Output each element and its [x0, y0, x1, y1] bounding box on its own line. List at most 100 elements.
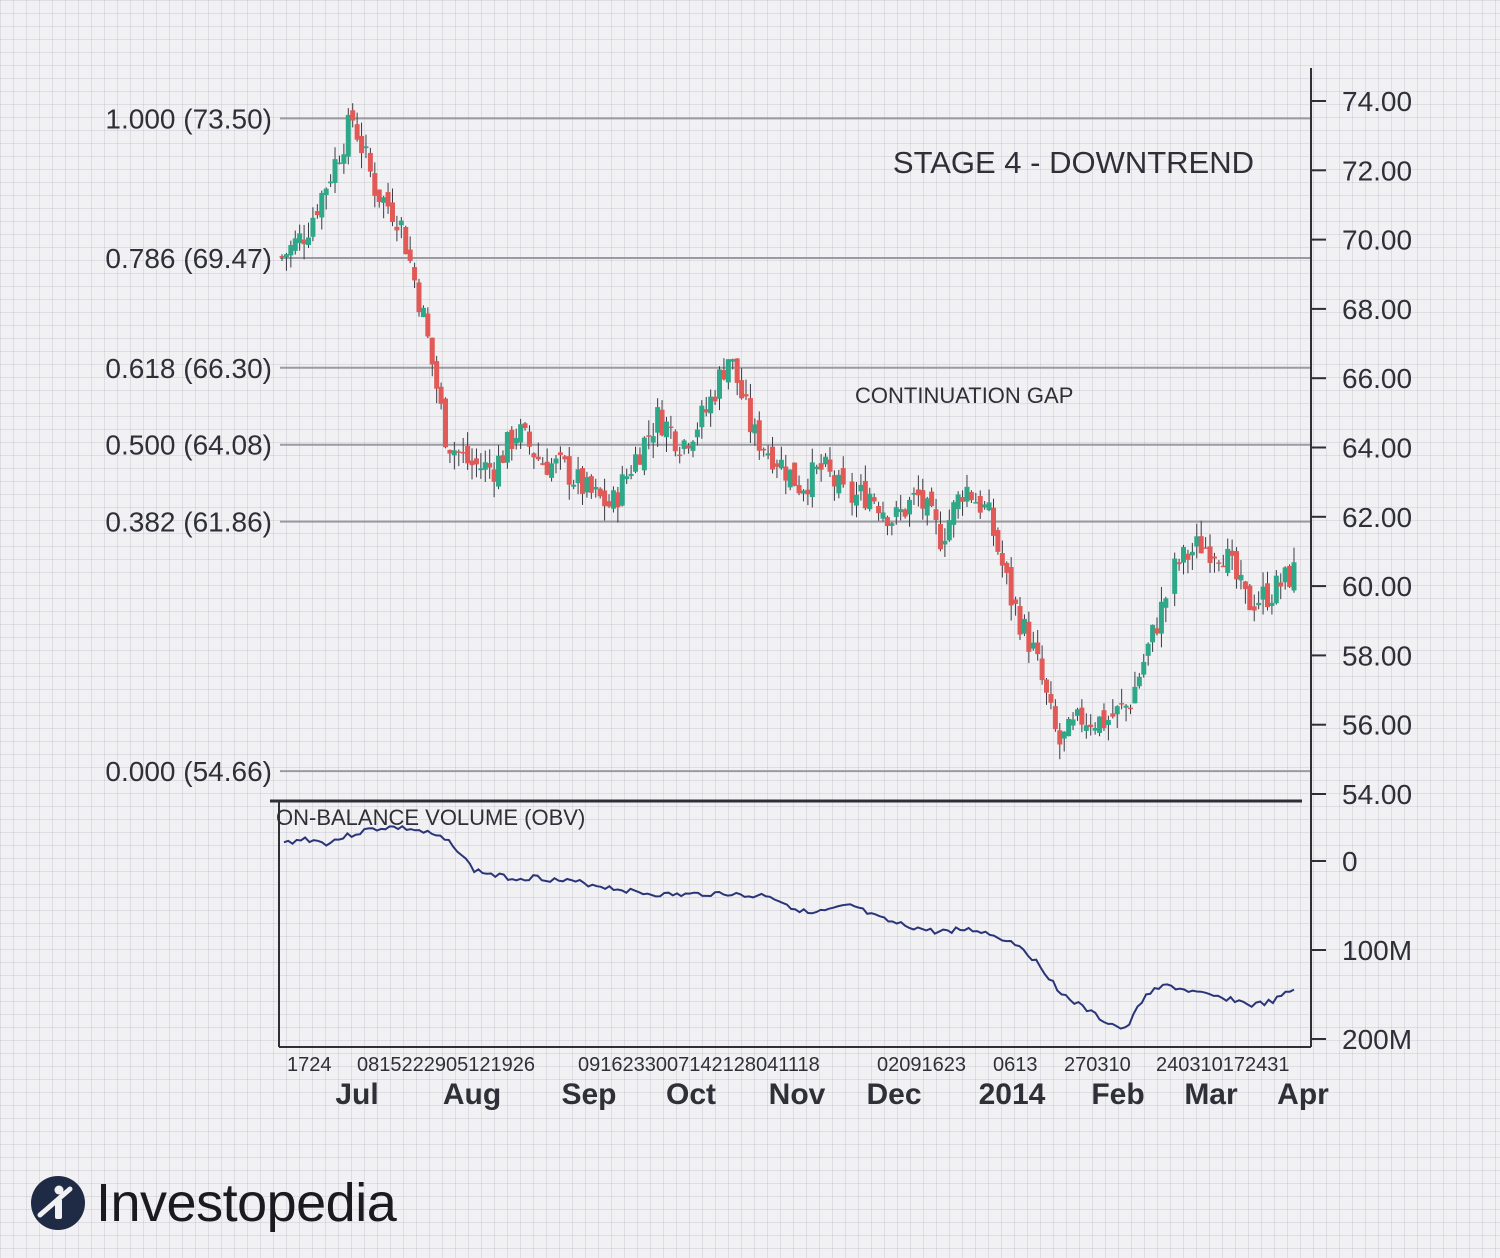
- candle-body: [708, 396, 714, 414]
- candle-body: [593, 486, 599, 490]
- candle-body: [871, 497, 877, 502]
- candle-body: [1172, 558, 1178, 594]
- candle-body: [1260, 586, 1266, 600]
- candle-body: [1273, 575, 1279, 604]
- candle-body: [1048, 694, 1054, 703]
- candle-body: [960, 497, 966, 502]
- candle-body: [443, 398, 449, 448]
- candle-body: [522, 423, 528, 429]
- candle-body: [372, 173, 378, 196]
- fib-label-5: 0.000 (54.66): [105, 756, 272, 787]
- candle-body: [1030, 642, 1036, 649]
- candle-body: [641, 437, 647, 471]
- candle-body: [884, 517, 890, 527]
- candle-body: [283, 254, 289, 258]
- candle-body: [792, 462, 798, 486]
- candle-body: [619, 474, 625, 506]
- candle-body: [756, 420, 762, 451]
- candle-body: [1189, 551, 1195, 556]
- candle-body: [739, 380, 745, 399]
- month-label-7: Feb: [1091, 1078, 1144, 1111]
- candle-body: [557, 452, 563, 456]
- candle-body: [341, 154, 347, 164]
- brand-name: Investopedia: [96, 1173, 397, 1233]
- candle-body: [677, 454, 683, 457]
- month-label-0: Jul: [335, 1078, 378, 1111]
- candle-body: [571, 484, 577, 487]
- candle-body: [597, 488, 603, 497]
- candle-body: [694, 429, 700, 438]
- candle-body: [1150, 624, 1156, 643]
- candle-body: [1101, 710, 1107, 729]
- candle-body: [637, 454, 643, 465]
- candle-body: [933, 509, 939, 520]
- candle-body: [1083, 725, 1089, 731]
- candle-body: [915, 489, 921, 496]
- candle-body: [1278, 582, 1284, 587]
- candle-body: [1105, 720, 1111, 725]
- obv-panel: 0 100M 200M: [270, 799, 1412, 1055]
- candle-body: [535, 456, 541, 460]
- candle-body: [1119, 703, 1125, 705]
- obv-tick-label-2: 200M: [1342, 1024, 1412, 1055]
- candle-body: [319, 192, 325, 218]
- candle-body: [761, 448, 767, 451]
- candle-body: [730, 359, 736, 362]
- candle-body: [1026, 621, 1032, 652]
- candle-body: [504, 431, 510, 463]
- fib-label-1: 0.786 (69.47): [105, 243, 272, 274]
- candle-body: [385, 192, 391, 207]
- candle-body: [460, 452, 466, 454]
- candle-body: [876, 505, 882, 514]
- candle-body: [1238, 574, 1244, 581]
- candle-body: [531, 453, 537, 458]
- day-label-5: 270310: [1064, 1054, 1131, 1076]
- candle-body: [774, 463, 780, 467]
- candle-body: [977, 495, 983, 513]
- candle-body: [323, 188, 329, 196]
- candle-body: [1136, 676, 1142, 687]
- candle-body: [314, 211, 320, 216]
- candle-body: [434, 361, 440, 389]
- candle-body: [633, 454, 639, 472]
- candle-body: [1127, 707, 1133, 710]
- candle-body: [1057, 730, 1063, 745]
- candle-body: [1039, 658, 1045, 681]
- candle-body: [398, 220, 404, 226]
- candle-body: [332, 159, 338, 183]
- candle-body: [451, 450, 457, 456]
- candle-body: [482, 462, 488, 470]
- candle-body: [809, 462, 815, 498]
- candle-body: [1220, 565, 1226, 568]
- candle-body: [1070, 719, 1076, 726]
- candle-body: [487, 463, 493, 468]
- candle-body: [823, 456, 829, 465]
- candle-body: [1021, 618, 1027, 634]
- candle-body: [690, 441, 696, 451]
- candle-body: [1229, 550, 1235, 556]
- candle-body: [288, 245, 294, 256]
- month-label-9: Apr: [1277, 1078, 1329, 1111]
- candle-body: [1066, 718, 1072, 737]
- candle-body: [703, 409, 709, 413]
- candle-body: [982, 504, 988, 508]
- candle-body: [1141, 661, 1147, 675]
- candle-body: [310, 217, 316, 237]
- candle-body: [849, 481, 855, 503]
- candle-body: [986, 502, 992, 511]
- candle-body: [800, 490, 806, 494]
- candle-body: [363, 146, 369, 149]
- candle-body: [672, 431, 678, 452]
- candle-body: [518, 424, 524, 443]
- candle-body: [1074, 709, 1080, 716]
- candle-body: [725, 359, 731, 383]
- candle-body: [425, 313, 431, 337]
- candle-body: [473, 458, 479, 465]
- candle-body: [862, 480, 868, 509]
- candle-body: [1004, 562, 1010, 573]
- price-tick-label-7: 60.00: [1342, 571, 1412, 602]
- candle-body: [1132, 686, 1138, 704]
- price-axis: 74.00 72.00 70.00 68.00 66.00 64.00 62.00 60.00…: [1310, 68, 1412, 1047]
- candle-body: [1008, 566, 1014, 606]
- candle-body: [1256, 602, 1262, 606]
